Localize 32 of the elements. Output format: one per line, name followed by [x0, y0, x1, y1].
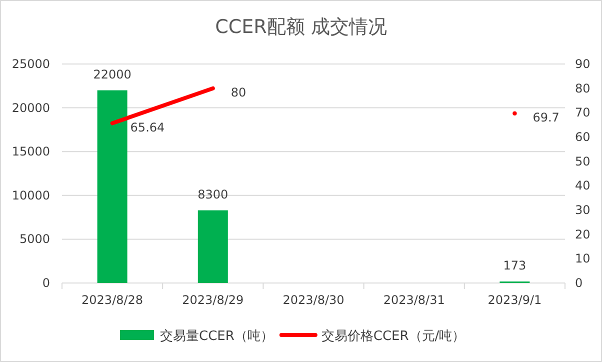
y2-tick-label: 10	[575, 252, 590, 266]
data-label: 69.7	[532, 110, 560, 124]
bar	[97, 90, 128, 283]
y2-tick-label: 70	[575, 106, 590, 120]
bar	[198, 210, 228, 283]
data-label: 65.64	[130, 120, 165, 134]
y2-tick-label: 40	[575, 178, 590, 193]
legend-label: 交易价格CCER（元/吨）	[321, 328, 466, 344]
y-tick-label: 10000	[12, 188, 50, 202]
data-label: 80	[230, 85, 246, 100]
legend-label: 交易量CCER（吨）	[160, 328, 274, 344]
y-tick-label: 20000	[12, 100, 50, 115]
chart-title: CCER配额 成交情况	[215, 16, 387, 38]
x-tick-label: 2023/8/28	[82, 293, 144, 307]
y-tick-label: 0	[42, 276, 50, 290]
y2-tick-label: 30	[575, 203, 590, 217]
y2-tick-label: 60	[575, 130, 590, 144]
y2-tick-label: 80	[575, 81, 590, 96]
x-tick-label: 2023/8/31	[383, 293, 445, 307]
data-label: 8300	[198, 187, 228, 202]
data-label: 22000	[93, 67, 132, 82]
x-tick-label: 2023/8/29	[182, 293, 244, 307]
y-tick-label: 25000	[12, 57, 50, 71]
y2-tick-label: 0	[575, 276, 583, 290]
y2-tick-label: 50	[575, 154, 590, 168]
data-label: 173	[503, 258, 526, 272]
y2-tick-label: 90	[575, 57, 590, 71]
y2-tick-label: 20	[575, 227, 590, 242]
x-tick-label: 2023/8/30	[282, 293, 344, 307]
y-tick-label: 15000	[12, 144, 50, 159]
x-tick-label: 2023/9/1	[488, 293, 542, 307]
y-tick-label: 5000	[19, 232, 50, 246]
